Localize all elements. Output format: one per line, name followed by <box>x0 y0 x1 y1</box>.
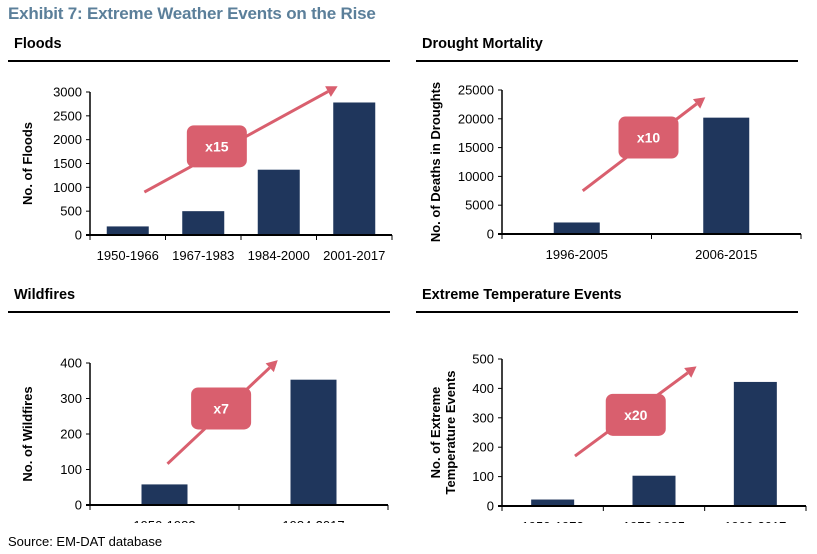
title-divider <box>8 311 390 313</box>
wildfires-chart-panel: Wildfires 0 100 200 300 400 1950-1983 1984-201… <box>8 287 390 523</box>
bar-1996-2017 <box>733 381 777 506</box>
bar-1973-1995 <box>632 475 676 506</box>
chart-plot: 0 100 200 300 400 500 1950-1972 1973-1995 1996-2… <box>428 352 807 523</box>
x-tick-label: 1967-1983 <box>172 248 234 263</box>
y-tick-label: 400 <box>60 356 82 371</box>
multiplier-badge-label: x10 <box>637 130 661 146</box>
exhibit-title: Exhibit 7: Extreme Weather Events on the… <box>8 4 376 23</box>
y-axis-title: Temperature Events <box>443 370 458 494</box>
y-tick-label: 100 <box>60 462 82 477</box>
y-tick-label: 200 <box>472 440 494 455</box>
y-tick-label: 10000 <box>458 169 494 184</box>
x-tick-label: 1950-1983 <box>133 518 195 523</box>
y-tick-label: 300 <box>472 410 494 425</box>
bar-1984-2000 <box>257 169 300 235</box>
bar-1950-1966 <box>106 226 149 235</box>
y-tick-label: 2000 <box>53 132 82 147</box>
y-axis-title: No. of Floods <box>20 122 35 205</box>
chart-plot: 0 5000 10000 15000 20000 25000 1996-2005 2006-2… <box>428 82 802 262</box>
x-tick-label: 1950-1966 <box>97 248 159 263</box>
bar-1950-1972 <box>531 499 575 506</box>
trend-arrow-head-icon <box>692 97 706 109</box>
multiplier-badge <box>191 387 252 430</box>
multiplier-badge <box>618 116 679 159</box>
multiplier-badge <box>605 393 666 436</box>
y-tick-label: 400 <box>472 381 494 396</box>
y-tick-label: 0 <box>487 227 494 242</box>
y-tick-label: 3000 <box>53 85 82 100</box>
y-tick-label: 5000 <box>465 198 494 213</box>
y-tick-label: 0 <box>75 498 82 513</box>
y-axis-title: No. of Extreme <box>428 387 443 479</box>
bar-1984-2017 <box>290 379 337 505</box>
y-tick-label: 300 <box>60 391 82 406</box>
y-tick-label: 25000 <box>458 83 494 98</box>
bar-1996-2005 <box>553 222 600 234</box>
x-tick-label: 1996-2017 <box>724 519 786 523</box>
y-tick-label: 0 <box>487 499 494 514</box>
drought-mortality-chart-title: Drought Mortality <box>422 36 543 52</box>
bar-1967-1983 <box>182 211 225 235</box>
x-tick-label: 2006-2015 <box>695 247 757 262</box>
title-divider <box>416 311 798 313</box>
y-tick-label: 2500 <box>53 108 82 123</box>
extreme-temperature-chart-title: Extreme Temperature Events <box>422 287 622 303</box>
source-note: Source: EM-DAT database <box>8 534 163 549</box>
multiplier-badge-label: x15 <box>205 138 229 154</box>
x-tick-label: 1984-2017 <box>282 518 344 523</box>
wildfires-chart-title: Wildfires <box>14 287 76 303</box>
trend-arrow-head-icon <box>265 360 278 373</box>
x-tick-label: 2001-2017 <box>323 248 385 263</box>
floods-chart-title: Floods <box>14 36 62 52</box>
trend-arrow-head-icon <box>325 86 338 97</box>
y-tick-label: 100 <box>472 469 494 484</box>
trend-arrow-head-icon <box>684 366 697 378</box>
y-axis-title: No. of Wildfires <box>20 386 35 481</box>
x-tick-label: 1973-1995 <box>623 519 685 523</box>
multiplier-badge-label: x20 <box>624 407 648 423</box>
y-tick-label: 1000 <box>53 180 82 195</box>
x-tick-label: 1950-1972 <box>522 519 584 523</box>
y-tick-label: 15000 <box>458 140 494 155</box>
y-axis-title: No. of Deaths in Droughts <box>428 82 443 242</box>
x-tick-label: 1996-2005 <box>546 247 608 262</box>
bar-2001-2017 <box>333 102 376 235</box>
bar-2006-2015 <box>703 117 750 234</box>
y-tick-label: 500 <box>60 204 82 219</box>
title-divider <box>8 60 390 62</box>
y-tick-label: 0 <box>75 228 82 243</box>
x-tick-label: 1984-2000 <box>248 248 310 263</box>
y-tick-label: 200 <box>60 427 82 442</box>
extreme-temperature-chart-panel: Extreme Temperature Events 0 100 200 300 400… <box>416 287 807 523</box>
y-tick-label: 1500 <box>53 156 82 171</box>
chart-plot: 0 500 1000 1500 2000 2500 3000 1950-1966 1967-19… <box>20 85 393 263</box>
floods-chart-panel: Floods 0 500 1000 1500 2000 2500 3000 1950-1966… <box>8 36 393 266</box>
drought-mortality-chart-panel: Drought Mortality 0 5000 10000 15000 20000 25… <box>416 36 802 266</box>
multiplier-badge-label: x7 <box>213 400 229 416</box>
multiplier-badge <box>186 125 247 168</box>
y-tick-label: 500 <box>472 352 494 367</box>
title-divider <box>416 60 798 62</box>
chart-plot: 0 100 200 300 400 1950-1983 1984-2017 No. of Wi… <box>20 356 389 523</box>
y-tick-label: 20000 <box>458 111 494 126</box>
bar-1950-1983 <box>141 484 188 505</box>
